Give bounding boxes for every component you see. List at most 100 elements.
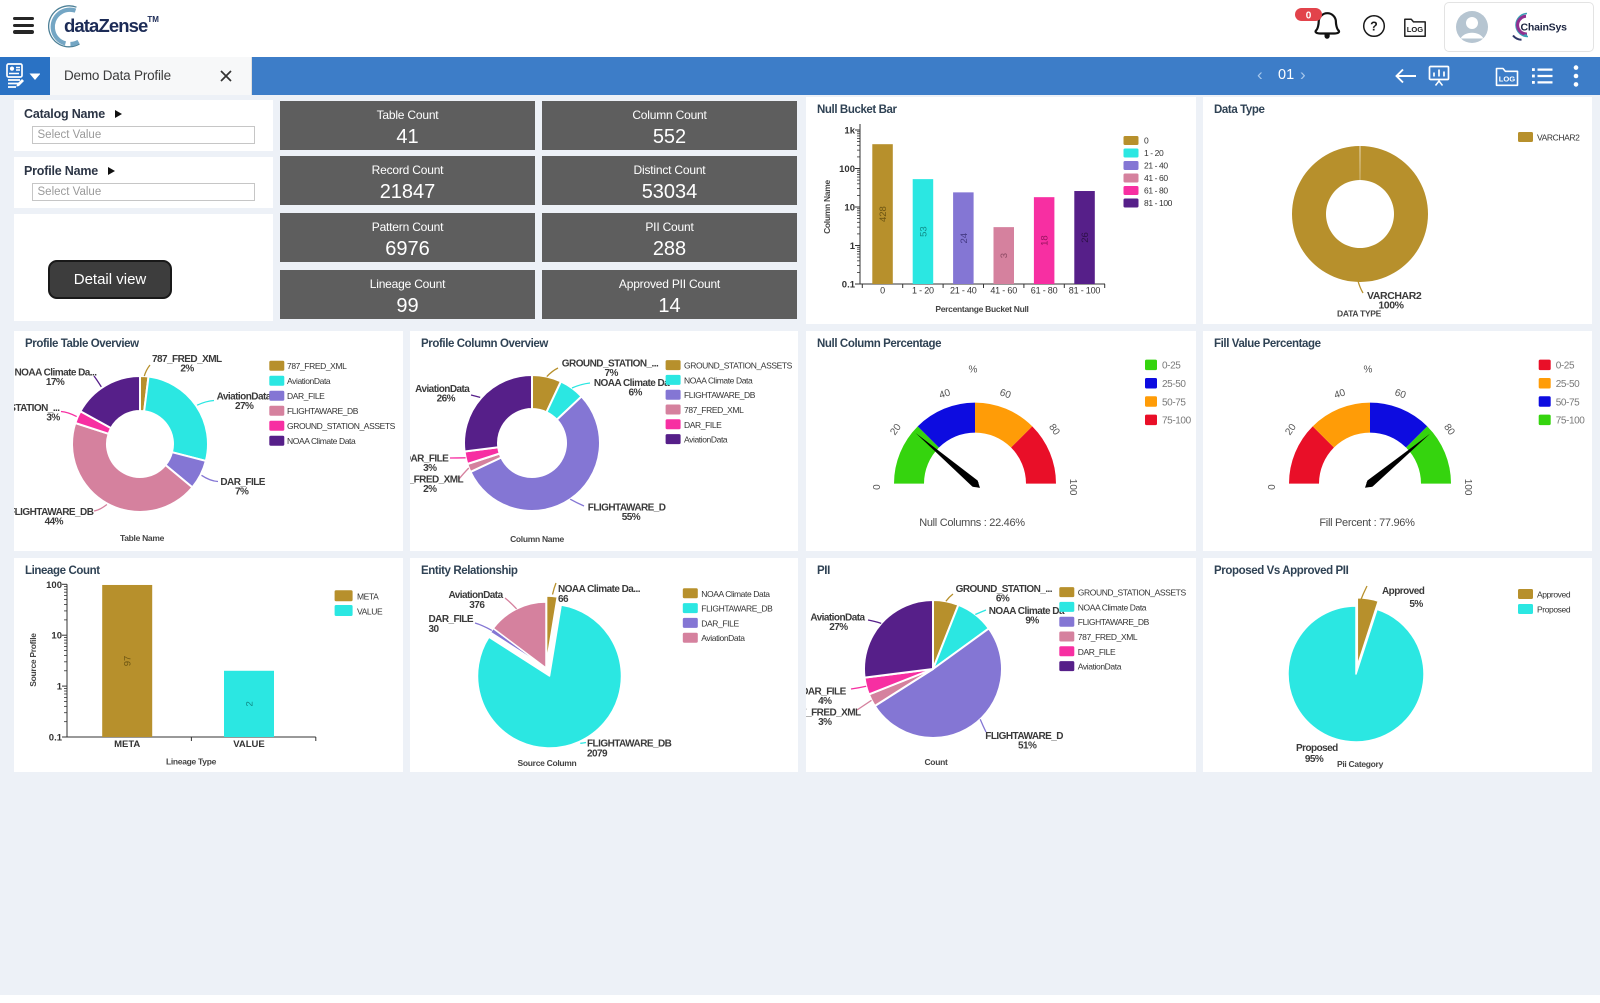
svg-text:Null Columns : 22.46%: Null Columns : 22.46% (919, 517, 1025, 529)
svg-text:GROUND_STATION_...: GROUND_STATION_... (14, 403, 60, 414)
svg-text:6%: 6% (996, 594, 1010, 605)
svg-text:61 - 80: 61 - 80 (1031, 286, 1058, 296)
svg-text:Source Profile: Source Profile (28, 633, 38, 687)
svg-text:Pii Category: Pii Category (1337, 759, 1384, 769)
svg-text:3%: 3% (423, 463, 437, 474)
svg-text:AviationData: AviationData (684, 435, 728, 445)
svg-text:Lineage Type: Lineage Type (166, 757, 217, 767)
svg-text:DAR_FILE: DAR_FILE (287, 391, 325, 401)
svg-text:DAR_FILE: DAR_FILE (429, 614, 474, 625)
svg-text:17%: 17% (46, 377, 65, 388)
svg-text:AviationData: AviationData (448, 590, 503, 601)
svg-text:Table Name: Table Name (120, 533, 165, 543)
svg-text:GROUND_STATION_ASSETS: GROUND_STATION_ASSETS (684, 361, 793, 371)
svg-text:30: 30 (429, 624, 440, 635)
svg-text:1: 1 (57, 682, 63, 693)
svg-text:Proposed: Proposed (1296, 743, 1338, 754)
svg-text:AviationData: AviationData (701, 633, 745, 643)
svg-text:0-25: 0-25 (1556, 361, 1575, 372)
svg-text:VALUE: VALUE (233, 739, 265, 750)
svg-text:25-50: 25-50 (1162, 379, 1186, 390)
svg-text:100%: 100% (1378, 300, 1404, 312)
svg-text:FLIGHTAWARE_DB: FLIGHTAWARE_DB (287, 406, 359, 416)
svg-text:1k: 1k (844, 126, 855, 137)
svg-text:100: 100 (1462, 479, 1473, 496)
svg-text:100: 100 (1067, 479, 1078, 496)
svg-text:DAR_FILE: DAR_FILE (410, 453, 449, 464)
svg-text:6%: 6% (629, 388, 643, 399)
svg-text:GROUND_STATION_ASSETS: GROUND_STATION_ASSETS (287, 421, 396, 431)
svg-text:DAR_FILE: DAR_FILE (806, 687, 847, 698)
svg-text:DAR_FILE: DAR_FILE (701, 618, 739, 628)
svg-text:41 - 60: 41 - 60 (1144, 173, 1168, 183)
svg-text:META: META (357, 592, 379, 602)
svg-text:41 - 60: 41 - 60 (990, 286, 1017, 296)
svg-text:10: 10 (844, 203, 855, 214)
svg-text:NOAA Climate Da: NOAA Climate Da (594, 378, 670, 389)
svg-text:Count: Count (924, 757, 948, 767)
svg-text:2: 2 (245, 701, 256, 706)
svg-text:81 - 100: 81 - 100 (1069, 286, 1101, 296)
svg-text:FLIGHTAWARE_DB: FLIGHTAWARE_DB (587, 739, 672, 750)
svg-text:51%: 51% (1018, 741, 1037, 752)
svg-text:44%: 44% (45, 517, 64, 528)
svg-text:NOAA Climate Data: NOAA Climate Data (684, 375, 753, 385)
svg-text:0: 0 (880, 286, 885, 296)
svg-text:1 - 20: 1 - 20 (912, 286, 934, 296)
svg-text:VARCHAR2: VARCHAR2 (1367, 290, 1422, 302)
svg-text:AviationData: AviationData (287, 376, 331, 386)
svg-text:?: ? (1370, 20, 1378, 34)
svg-text:50-75: 50-75 (1556, 397, 1580, 408)
svg-text:DATA TYPE: DATA TYPE (1337, 309, 1382, 319)
svg-text:787_FRED_XML: 787_FRED_XML (806, 708, 861, 719)
svg-text:AviationData: AviationData (217, 392, 272, 403)
svg-text:25-50: 25-50 (1556, 379, 1580, 390)
svg-text:787_FRED_XML: 787_FRED_XML (410, 474, 464, 485)
svg-text:50-75: 50-75 (1162, 397, 1186, 408)
svg-text:20: 20 (1283, 422, 1299, 438)
svg-text:GROUND_STATION_...: GROUND_STATION_... (562, 358, 659, 369)
svg-text:787_FRED_XML: 787_FRED_XML (684, 405, 744, 415)
svg-text:26: 26 (1080, 232, 1091, 243)
svg-text:60: 60 (998, 387, 1012, 401)
svg-text:10: 10 (51, 631, 62, 642)
svg-text:81 - 100: 81 - 100 (1144, 198, 1173, 208)
svg-text:80: 80 (1441, 422, 1457, 438)
svg-text:Proposed: Proposed (1537, 605, 1571, 615)
svg-text:NOAA Climate Data: NOAA Climate Data (1078, 602, 1147, 612)
svg-text:GROUND_STATION_ASSETS: GROUND_STATION_ASSETS (1078, 588, 1187, 598)
svg-text:9%: 9% (1025, 616, 1039, 627)
svg-text:DAR_FILE: DAR_FILE (1078, 647, 1116, 657)
svg-text:376: 376 (469, 600, 485, 611)
svg-text:0.1: 0.1 (49, 733, 63, 744)
svg-text:NOAA Climate Da...: NOAA Climate Da... (558, 584, 641, 595)
svg-text:%: % (1364, 365, 1373, 376)
svg-text:Source Column: Source Column (518, 758, 577, 768)
svg-text:Approved: Approved (1537, 590, 1571, 600)
svg-text:ChainSys: ChainSys (1521, 22, 1568, 34)
svg-text:Approved: Approved (1382, 586, 1425, 597)
svg-text:NOAA Climate Data: NOAA Climate Data (701, 589, 770, 599)
svg-text:20: 20 (888, 422, 904, 438)
svg-text:21 - 40: 21 - 40 (950, 286, 977, 296)
svg-text:LOG: LOG (1407, 25, 1424, 34)
svg-text:787_FRED_XML: 787_FRED_XML (287, 361, 347, 371)
svg-text:FLIGHTAWARE_DB: FLIGHTAWARE_DB (1078, 617, 1150, 627)
svg-text:26%: 26% (437, 394, 456, 405)
svg-text:VALUE: VALUE (357, 607, 383, 617)
svg-text:40: 40 (938, 387, 952, 401)
svg-text:75-100: 75-100 (1162, 416, 1192, 427)
svg-text:0-25: 0-25 (1162, 361, 1181, 372)
svg-text:Fill Percent : 77.96%: Fill Percent : 77.96% (1319, 517, 1415, 529)
svg-text:7%: 7% (235, 487, 249, 498)
svg-text:META: META (114, 739, 140, 750)
svg-text:Column Name: Column Name (510, 534, 564, 544)
svg-text:18: 18 (1040, 235, 1051, 246)
svg-text:97: 97 (123, 656, 134, 667)
svg-text:NOAA Climate Data: NOAA Climate Data (287, 436, 356, 446)
svg-text:GROUND_STATION_...: GROUND_STATION_... (956, 584, 1053, 595)
svg-text:60: 60 (1393, 387, 1407, 401)
svg-text:NOAA Climate Da...: NOAA Climate Da... (15, 368, 98, 379)
svg-text:24: 24 (959, 233, 970, 244)
svg-text:2%: 2% (180, 364, 194, 375)
